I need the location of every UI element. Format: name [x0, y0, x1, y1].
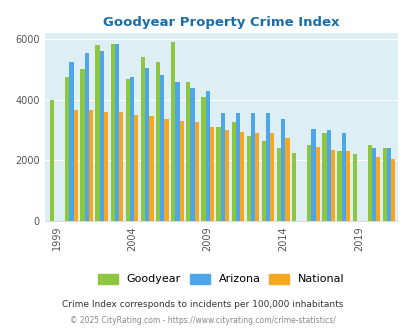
Bar	[246, 136, 250, 221]
Bar	[345, 151, 349, 221]
Bar	[74, 110, 78, 221]
Bar	[205, 91, 209, 221]
Bar	[179, 121, 183, 221]
Bar	[315, 147, 319, 221]
Bar	[220, 114, 224, 221]
Bar	[164, 119, 168, 221]
Bar	[390, 159, 394, 221]
Bar	[209, 127, 213, 221]
Bar	[145, 68, 149, 221]
Bar	[130, 77, 134, 221]
Bar	[69, 62, 74, 221]
Bar	[110, 44, 115, 221]
Bar	[322, 133, 326, 221]
Bar	[224, 130, 228, 221]
Bar	[149, 116, 153, 221]
Bar	[386, 148, 390, 221]
Bar	[89, 110, 93, 221]
Bar	[276, 148, 280, 221]
Bar	[175, 82, 179, 221]
Bar	[270, 133, 274, 221]
Bar	[231, 122, 235, 221]
Title: Goodyear Property Crime Index: Goodyear Property Crime Index	[103, 16, 339, 29]
Bar	[375, 157, 379, 221]
Bar	[201, 97, 205, 221]
Bar	[134, 115, 138, 221]
Bar	[194, 122, 198, 221]
Bar	[291, 153, 296, 221]
Bar	[186, 82, 190, 221]
Bar	[337, 151, 341, 221]
Bar	[367, 145, 371, 221]
Bar	[171, 42, 175, 221]
Bar	[95, 45, 100, 221]
Bar	[254, 133, 259, 221]
Bar	[156, 62, 160, 221]
Bar	[285, 138, 289, 221]
Bar	[65, 77, 69, 221]
Bar	[160, 76, 164, 221]
Legend: Goodyear, Arizona, National: Goodyear, Arizona, National	[97, 274, 344, 284]
Bar	[84, 53, 89, 221]
Bar	[235, 114, 239, 221]
Bar	[239, 132, 244, 221]
Bar	[307, 145, 311, 221]
Bar	[352, 154, 356, 221]
Bar	[190, 87, 194, 221]
Bar	[330, 150, 334, 221]
Bar	[141, 57, 145, 221]
Bar	[100, 51, 104, 221]
Bar	[115, 44, 119, 221]
Bar	[80, 69, 84, 221]
Bar	[280, 119, 285, 221]
Bar	[104, 112, 108, 221]
Bar	[126, 79, 130, 221]
Text: © 2025 CityRating.com - https://www.cityrating.com/crime-statistics/: © 2025 CityRating.com - https://www.city…	[70, 316, 335, 325]
Bar	[265, 114, 270, 221]
Bar	[216, 127, 220, 221]
Bar	[311, 129, 315, 221]
Bar	[382, 148, 386, 221]
Bar	[371, 148, 375, 221]
Bar	[261, 141, 265, 221]
Bar	[341, 133, 345, 221]
Text: Crime Index corresponds to incidents per 100,000 inhabitants: Crime Index corresponds to incidents per…	[62, 300, 343, 309]
Bar	[250, 114, 254, 221]
Bar	[119, 112, 123, 221]
Bar	[326, 130, 330, 221]
Bar	[50, 100, 54, 221]
